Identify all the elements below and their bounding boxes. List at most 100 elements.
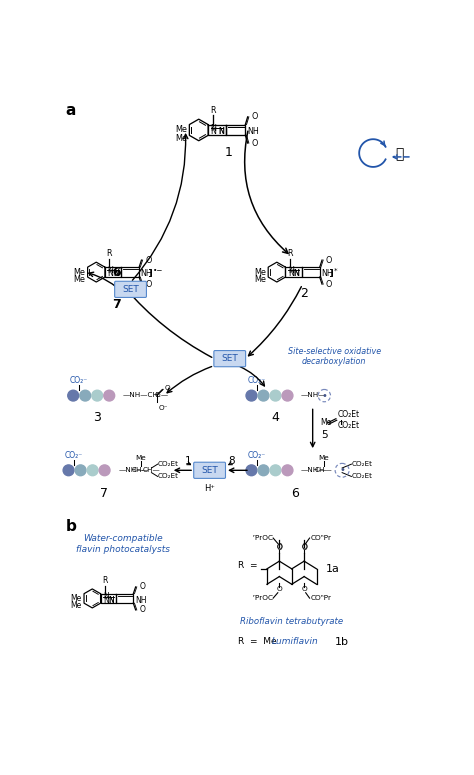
Circle shape [99,465,110,476]
Text: 3: 3 [93,411,101,424]
Text: 5: 5 [321,430,328,440]
Circle shape [104,391,115,401]
Text: CO₂Et: CO₂Et [158,474,179,480]
Text: —NH—: —NH— [301,467,327,473]
Text: —NH—: —NH— [118,467,144,473]
Text: 💡: 💡 [395,147,403,162]
Text: CO₂Et: CO₂Et [337,410,360,419]
Text: •: • [339,465,345,475]
Text: O: O [301,543,307,552]
Text: N: N [210,124,216,133]
Text: Water-compatible
flavin photocatalysts: Water-compatible flavin photocatalysts [76,534,170,553]
Circle shape [258,391,269,401]
Text: O: O [276,543,283,552]
Text: O: O [252,139,258,147]
Text: Me: Me [318,455,329,461]
Text: CO₂Et: CO₂Et [158,461,179,467]
Text: CH—: CH— [315,467,332,473]
Text: a: a [65,103,76,118]
Text: O: O [146,256,152,264]
Text: CO₂⁻: CO₂⁻ [248,450,266,460]
Text: 1: 1 [224,146,232,159]
Text: Me: Me [320,418,332,427]
Text: 7: 7 [100,487,108,500]
Text: —NH—CH₂—: —NH—CH₂— [123,392,169,398]
Text: CO₂⁻: CO₂⁻ [65,450,83,460]
Text: R  =  Me: R = Me [237,636,276,646]
Text: N: N [113,270,119,278]
FancyBboxPatch shape [194,462,226,478]
Text: N: N [107,266,113,275]
Text: SET: SET [221,354,238,363]
Circle shape [92,391,103,401]
Text: SET: SET [122,285,139,294]
Text: Me: Me [254,267,266,277]
Text: R: R [107,249,112,258]
Circle shape [87,465,98,476]
Text: 8: 8 [119,288,128,300]
Text: 8: 8 [228,456,235,466]
Text: H⁺: H⁺ [204,484,215,493]
Text: Me: Me [71,594,82,603]
Text: Me: Me [175,126,187,134]
FancyBboxPatch shape [115,281,146,298]
FancyBboxPatch shape [214,350,246,367]
Text: 6: 6 [112,266,121,279]
Text: N: N [108,596,114,605]
Text: O: O [276,586,282,592]
Text: CO₂⁻: CO₂⁻ [70,376,88,385]
Text: Riboflavin tetrabutyrate: Riboflavin tetrabutyrate [240,617,343,625]
Text: 4: 4 [272,411,279,424]
Text: •−: •− [153,268,164,274]
Text: R: R [102,576,107,585]
Text: Me: Me [73,267,85,277]
Text: 6: 6 [291,487,299,500]
Text: COⁿPr: COⁿPr [310,595,331,601]
Text: R  =: R = [237,560,257,570]
Text: O: O [326,256,332,264]
Text: R: R [287,249,292,258]
Text: CO₂Et: CO₂Et [351,461,373,467]
Circle shape [258,465,269,476]
Circle shape [246,391,257,401]
Text: O: O [164,385,170,391]
Text: O: O [139,605,146,615]
Text: —NH—: —NH— [301,392,327,398]
Circle shape [282,391,293,401]
Text: Me: Me [71,601,82,610]
Text: O: O [146,280,152,288]
Text: N: N [113,270,119,278]
Text: N: N [210,127,216,136]
Text: O: O [276,544,282,550]
Circle shape [282,465,293,476]
Text: O: O [252,112,258,122]
Text: Lumiflavin: Lumiflavin [272,636,319,646]
Text: Site-selective oxidative
decarboxylation: Site-selective oxidative decarboxylation [288,346,381,366]
Text: CH—: CH— [143,467,160,473]
Text: O: O [326,280,332,288]
Text: Me: Me [73,275,85,284]
Circle shape [270,391,281,401]
Text: NH: NH [135,596,146,605]
Text: O: O [301,544,307,550]
Text: N: N [294,270,300,278]
Text: SET: SET [201,466,218,475]
Circle shape [80,391,91,401]
Text: CH—: CH— [132,467,149,473]
Circle shape [270,465,281,476]
Text: 1a: 1a [326,564,340,573]
Text: N: N [218,127,224,136]
Circle shape [68,391,79,401]
Text: b: b [65,518,76,534]
Text: N: N [288,266,294,275]
Text: 1b: 1b [334,636,348,646]
Text: NH: NH [247,127,259,136]
Text: N: N [108,596,114,605]
Text: Me: Me [135,455,146,461]
Text: N: N [103,596,109,605]
Text: O⁻: O⁻ [158,405,168,411]
Text: N: N [103,592,109,601]
Text: Me: Me [254,275,266,284]
Text: ⁿPrOC: ⁿPrOC [252,535,273,541]
Text: NH: NH [141,270,153,278]
